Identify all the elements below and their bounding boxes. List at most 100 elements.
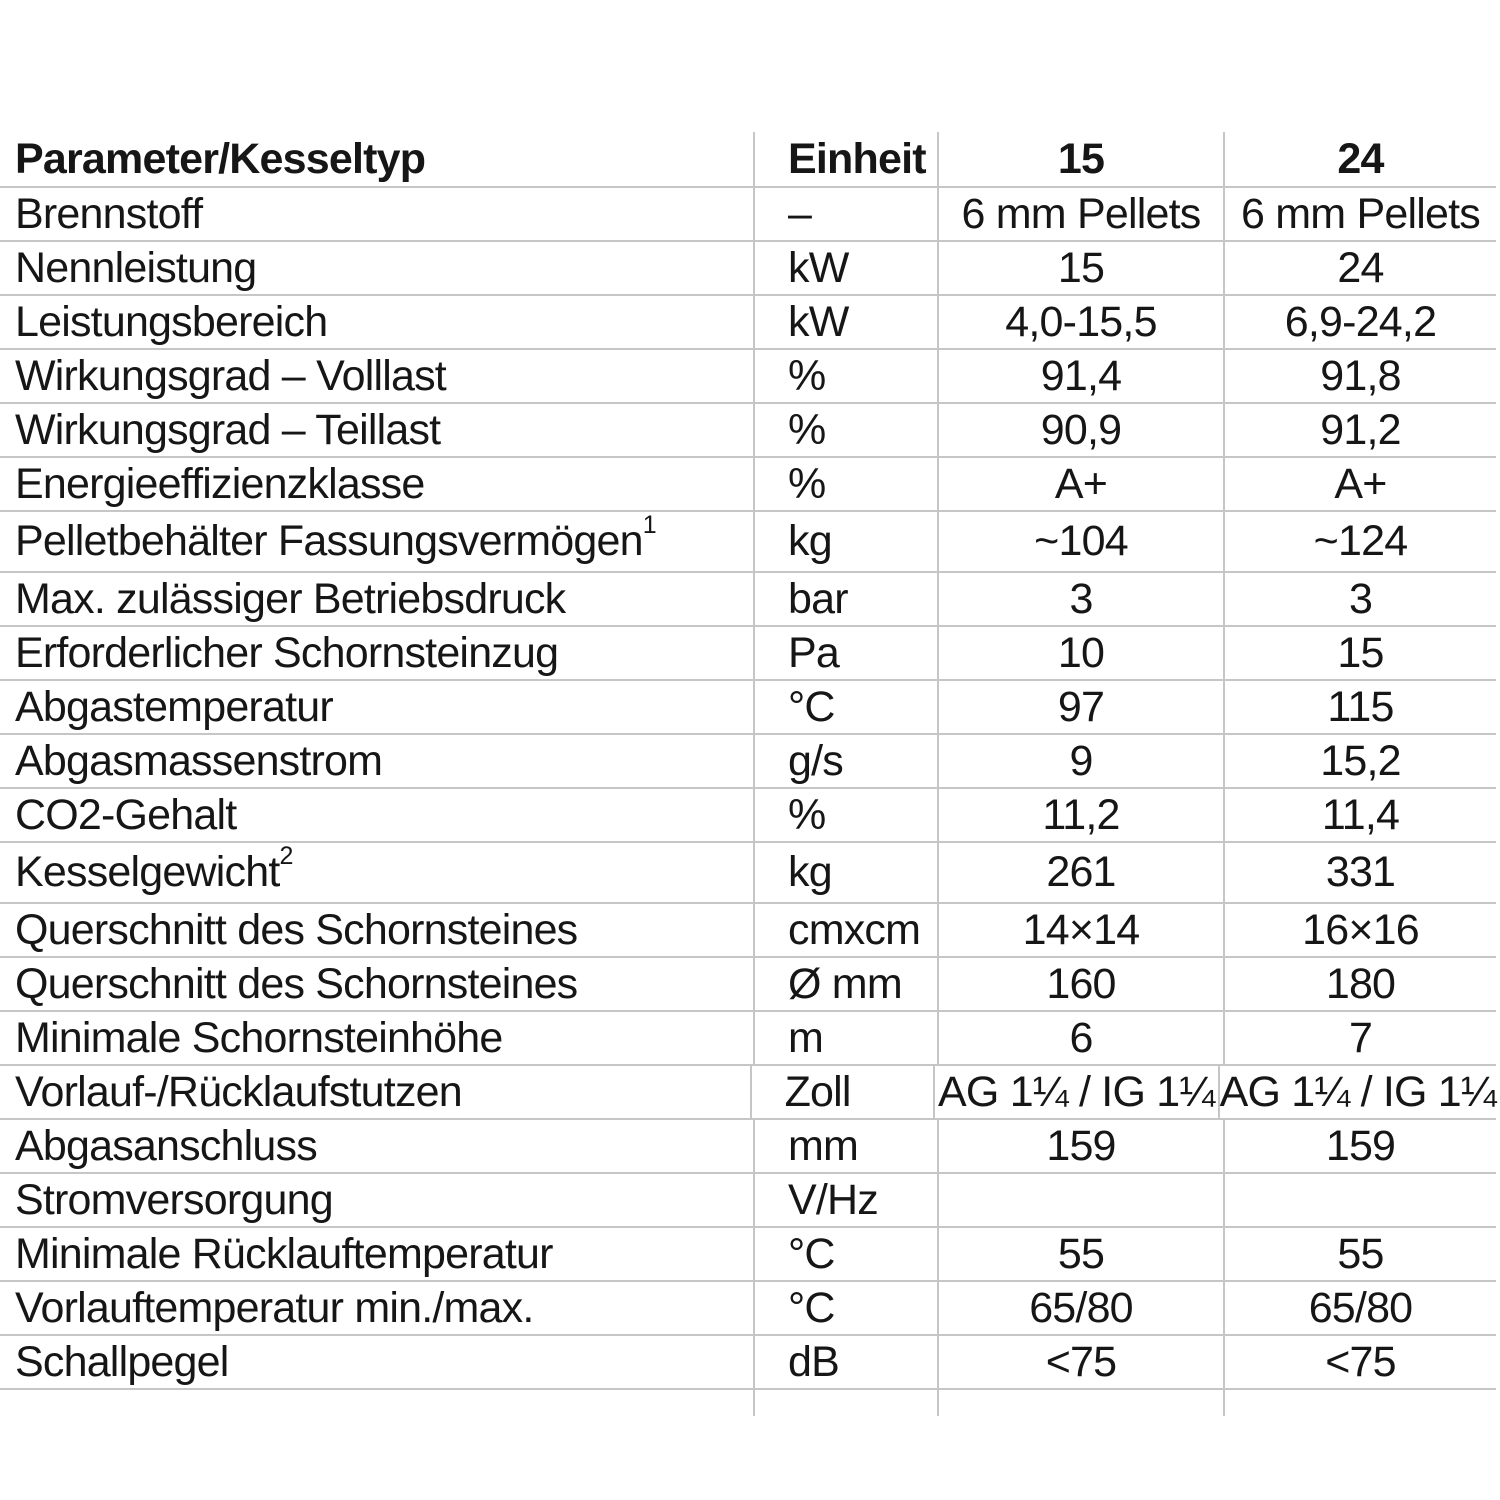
unit-label: kW <box>788 297 849 346</box>
param-label: Minimale Rücklauftemperatur <box>15 1229 553 1278</box>
value-24: A+ <box>1334 459 1387 508</box>
param-cell: Minimale Rücklauftemperatur <box>0 1228 753 1280</box>
unit-label: bar <box>788 574 849 623</box>
value-24-cell: 16×16 <box>1223 904 1496 956</box>
value-15-cell: 90,9 <box>937 404 1223 456</box>
table-row: Erforderlicher Schornsteinzug Pa 10 15 <box>0 627 1496 681</box>
unit-cell: % <box>753 789 937 841</box>
table-row: Pelletbehälter Fassungsvermögen 1 kg ~104… <box>0 511 1496 573</box>
value-24: 331 <box>1325 848 1396 896</box>
param-label: Vorlauftemperatur min./max. <box>15 1283 534 1332</box>
unit-cell: mm <box>753 1120 937 1172</box>
value-15-cell: A+ <box>937 458 1223 510</box>
unit-label: kg <box>788 848 833 896</box>
param-label: Abgasanschluss <box>15 1121 318 1170</box>
param-label: Vorlauf-/Rücklaufstutzen <box>15 1067 463 1116</box>
value-15-cell: <75 <box>937 1336 1223 1388</box>
value-15-cell: 14×14 <box>937 904 1223 956</box>
value-24-cell: 91,8 <box>1223 350 1496 402</box>
value-15: 90,9 <box>1040 405 1122 454</box>
value-15-cell: AG 1¼ / IG 1¼ <box>932 1066 1218 1118</box>
param-label: Energieeffizienzklasse <box>15 459 425 508</box>
param-label: Brennstoff <box>15 189 203 238</box>
value-15-cell: 65/80 <box>937 1282 1223 1334</box>
value-15-cell: 9 <box>937 735 1223 787</box>
table-row: Querschnitt des Schornsteines Ø mm 160 1… <box>0 958 1496 1012</box>
unit-cell: kW <box>753 296 937 348</box>
value-15: 261 <box>1046 848 1116 896</box>
value-24: 7 <box>1348 1013 1373 1062</box>
value-15-cell: 55 <box>937 1228 1223 1280</box>
unit-cell: V/Hz <box>753 1174 937 1226</box>
spec-table: Parameter/Kesseltyp Einheit 15 24 Brenns… <box>0 132 1497 1416</box>
unit-label: dB <box>788 1337 840 1386</box>
value-24-cell: 6,9-24,2 <box>1223 296 1496 348</box>
table-row: Abgasanschluss mm 159 159 <box>0 1120 1496 1174</box>
value-24-cell: 6 mm Pellets <box>1223 188 1496 240</box>
value-24: 115 <box>1327 682 1394 731</box>
table-row: Minimale Rücklauftemperatur °C 55 55 <box>0 1228 1496 1282</box>
unit-label: Pa <box>788 628 840 677</box>
unit-label: °C <box>788 682 835 731</box>
value-15: 160 <box>1046 959 1116 1008</box>
value-24: 11,4 <box>1321 790 1400 839</box>
unit-label: °C <box>788 1229 835 1278</box>
param-cell: Querschnitt des Schornsteines <box>0 904 753 956</box>
param-label: Querschnitt des Schornsteines <box>15 959 578 1008</box>
param-cell: Kesselgewicht 2 <box>0 842 753 902</box>
value-15-cell: 261 <box>937 843 1223 902</box>
param-cell: Energieeffizienzklasse <box>0 458 753 510</box>
table-row: Max. zulässiger Betriebsdruck bar 3 3 <box>0 573 1496 627</box>
value-15: 6 mm Pellets <box>961 189 1202 238</box>
value-15: 14×14 <box>1022 905 1141 954</box>
value-24-cell: 115 <box>1223 681 1496 733</box>
header-param-label: Parameter/Kesseltyp <box>15 134 426 183</box>
table-row: CO2-Gehalt % 11,2 11,4 <box>0 789 1496 843</box>
value-15: 159 <box>1046 1121 1116 1170</box>
value-15: 15 <box>1057 243 1105 292</box>
unit-cell: kg <box>753 843 937 902</box>
value-24-cell: A+ <box>1223 458 1496 510</box>
superscript: 2 <box>279 842 294 870</box>
param-cell: Abgastemperatur <box>0 681 753 733</box>
unit-label: m <box>788 1013 824 1062</box>
param-label: Wirkungsgrad – Volllast <box>15 351 447 400</box>
value-24: 3 <box>1348 574 1373 623</box>
value-24: 6 mm Pellets <box>1241 189 1481 238</box>
param-cell: Abgasanschluss <box>0 1120 753 1172</box>
param-cell: Nennleistung <box>0 242 753 294</box>
value-24: 65/80 <box>1308 1283 1413 1332</box>
header-unit-label: Einheit <box>788 134 927 183</box>
value-24-cell-empty <box>1223 1390 1496 1416</box>
value-15: ~104 <box>1034 517 1128 565</box>
param-cell: Stromversorgung <box>0 1174 753 1226</box>
value-24: 16×16 <box>1302 905 1420 954</box>
unit-cell: Pa <box>753 627 937 679</box>
value-24: 55 <box>1337 1229 1384 1278</box>
param-label: Abgasmassenstrom <box>15 736 383 785</box>
value-24: 180 <box>1325 959 1396 1008</box>
unit-cell: cmxcm <box>753 904 937 956</box>
param-cell: Leistungsbereich <box>0 296 753 348</box>
unit-label: % <box>788 405 826 454</box>
param-label: Pelletbehälter Fassungsvermögen <box>15 517 644 565</box>
param-label: Minimale Schornsteinhöhe <box>15 1013 503 1062</box>
value-24: 6,9-24,2 <box>1284 297 1437 346</box>
unit-cell: °C <box>753 681 937 733</box>
unit-label: mm <box>788 1121 859 1170</box>
value-24: 91,8 <box>1320 351 1401 400</box>
table-row: Wirkungsgrad – Teillast % 90,9 91,2 <box>0 404 1496 458</box>
value-15: A+ <box>1054 459 1108 508</box>
value-15: 97 <box>1057 682 1105 731</box>
unit-cell: % <box>753 458 937 510</box>
value-15: AG 1¼ / IG 1¼ <box>938 1067 1215 1116</box>
table-row: Leistungsbereich kW 4,0-15,5 6,9-24,2 <box>0 296 1496 350</box>
value-24: 159 <box>1325 1121 1396 1170</box>
param-cell: Schallpegel <box>0 1336 753 1388</box>
table-row: Vorlauftemperatur min./max. °C 65/80 65/… <box>0 1282 1496 1336</box>
table-row: Kesselgewicht 2 kg 261 331 <box>0 842 1496 904</box>
value-24: AG 1¼ / IG 1¼ <box>1219 1067 1497 1116</box>
table-row: Vorlauf-/Rücklaufstutzen Zoll AG 1¼ / IG… <box>0 1066 1497 1120</box>
value-24-cell: ~124 <box>1223 512 1496 571</box>
unit-label: kW <box>788 243 849 292</box>
